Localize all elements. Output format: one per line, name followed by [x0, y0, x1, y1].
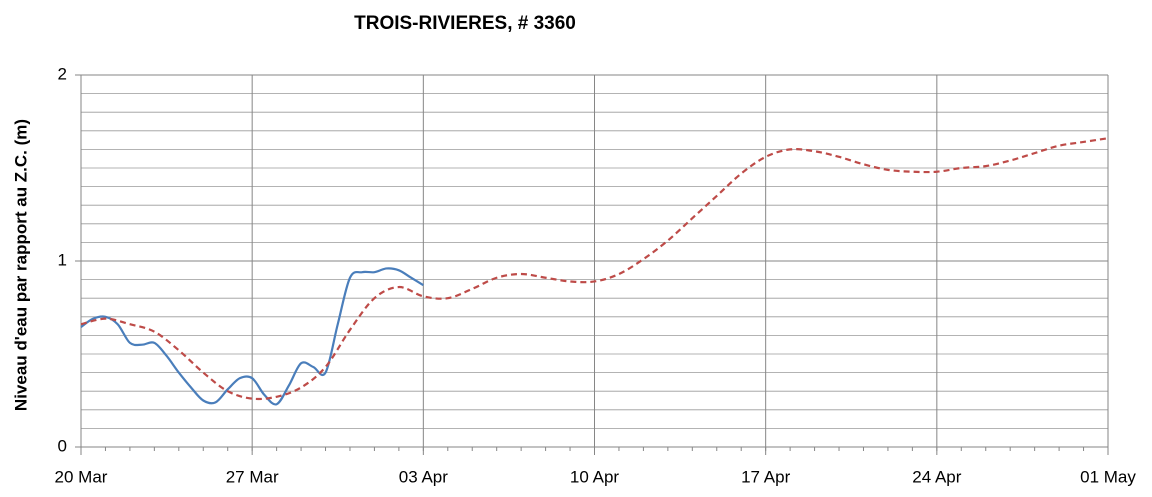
y-tick-label: 0	[58, 436, 67, 455]
y-tick-label: 2	[58, 64, 67, 83]
x-tick-label: 01 May	[1080, 467, 1136, 486]
x-tick-label: 27 Mar	[226, 467, 279, 486]
x-tick-label: 20 Mar	[55, 467, 108, 486]
y-tick-label: 1	[58, 250, 67, 269]
x-tick-label: 03 Apr	[399, 467, 448, 486]
chart-title: TROIS-RIVIERES, # 3360	[354, 13, 576, 34]
x-tick-label: 24 Apr	[912, 467, 961, 486]
x-tick-label: 17 Apr	[741, 467, 790, 486]
y-axis-label: Niveau d'eau par rapport au Z.C. (m)	[11, 119, 30, 411]
line-series	[80, 267, 424, 406]
line-series	[80, 137, 1109, 401]
x-tick-label: 10 Apr	[570, 467, 619, 486]
